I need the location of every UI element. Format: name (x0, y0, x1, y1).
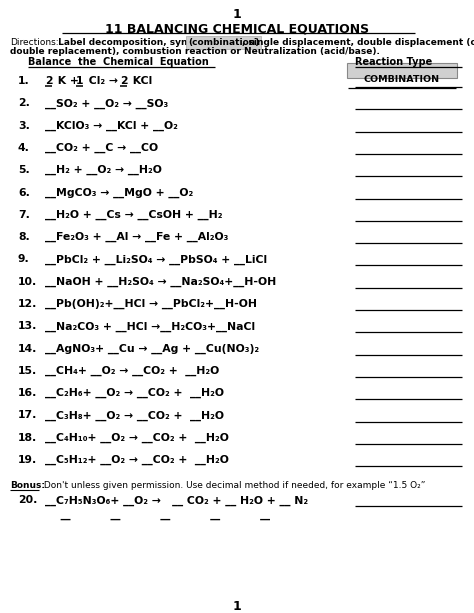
Text: __C₇H₅N₃O₆+ __O₂ →   __ CO₂ + __ H₂O + __ N₂: __C₇H₅N₃O₆+ __O₂ → __ CO₂ + __ H₂O + __ … (45, 495, 308, 506)
Text: K +: K + (54, 76, 82, 86)
Text: Directions:: Directions: (10, 38, 59, 47)
Text: __MgCO₃ → __MgO + __O₂: __MgCO₃ → __MgO + __O₂ (45, 188, 193, 198)
Text: —          —          —          —          —: — — — — — (60, 516, 271, 525)
Text: __SO₂ + __O₂ → __SO₃: __SO₂ + __O₂ → __SO₃ (45, 98, 168, 109)
Text: 17.: 17. (18, 411, 37, 421)
Text: 13.: 13. (18, 321, 37, 331)
Text: , single displacement, double displacement (or: , single displacement, double displaceme… (242, 38, 474, 47)
Text: __NaOH + __H₂SO₄ → __Na₂SO₄+__H-OH: __NaOH + __H₂SO₄ → __Na₂SO₄+__H-OH (45, 276, 276, 287)
Text: __Fe₂O₃ + __Al → __Fe + __Al₂O₃: __Fe₂O₃ + __Al → __Fe + __Al₂O₃ (45, 232, 228, 242)
Text: 7.: 7. (18, 210, 30, 220)
Text: 10.: 10. (18, 276, 37, 287)
FancyBboxPatch shape (347, 63, 457, 78)
Text: Label decomposition, synthesis: Label decomposition, synthesis (55, 38, 221, 47)
Text: 20.: 20. (18, 495, 37, 505)
Text: Balance  the  Chemical  Equation: Balance the Chemical Equation (28, 57, 209, 67)
Text: 9.: 9. (18, 254, 30, 264)
Text: __CO₂ + __C → __CO: __CO₂ + __C → __CO (45, 143, 158, 153)
Text: 2: 2 (45, 76, 53, 86)
Text: 3.: 3. (18, 121, 30, 131)
Text: 2.: 2. (18, 98, 30, 109)
Text: 1: 1 (233, 8, 241, 21)
Text: double replacement), combustion reaction or Neutralization (acid/base).: double replacement), combustion reaction… (10, 47, 380, 56)
Text: __AgNO₃+ __Cu → __Ag + __Cu(NO₃)₂: __AgNO₃+ __Cu → __Ag + __Cu(NO₃)₂ (45, 344, 259, 354)
Text: 8.: 8. (18, 232, 30, 242)
Text: __C₃H₈+ __O₂ → __CO₂ +  __H₂O: __C₃H₈+ __O₂ → __CO₂ + __H₂O (45, 411, 224, 421)
Text: 1: 1 (76, 76, 83, 86)
Text: 18.: 18. (18, 433, 37, 443)
Text: Don't unless given permission. Use decimal method if needed, for example “1.5 O₂: Don't unless given permission. Use decim… (41, 481, 425, 490)
Text: 12.: 12. (18, 299, 37, 309)
Text: __C₂H₆+ __O₂ → __CO₂ +  __H₂O: __C₂H₆+ __O₂ → __CO₂ + __H₂O (45, 388, 224, 398)
Text: 6.: 6. (18, 188, 30, 197)
Text: Bonus:: Bonus: (10, 481, 45, 490)
Text: 16.: 16. (18, 388, 37, 398)
Text: 1.: 1. (18, 76, 30, 86)
Text: __H₂ + __O₂ → __H₂O: __H₂ + __O₂ → __H₂O (45, 165, 162, 175)
Text: __CH₄+ __O₂ → __CO₂ +  __H₂O: __CH₄+ __O₂ → __CO₂ + __H₂O (45, 366, 219, 376)
Text: __KClO₃ → __KCl + __O₂: __KClO₃ → __KCl + __O₂ (45, 121, 178, 131)
Text: COMBINATION: COMBINATION (364, 75, 440, 84)
Text: 2: 2 (120, 76, 128, 86)
Text: __Na₂CO₃ + __HCl →__H₂CO₃+__NaCl: __Na₂CO₃ + __HCl →__H₂CO₃+__NaCl (45, 321, 255, 332)
Text: 11 BALANCING CHEMICAL EQUATIONS: 11 BALANCING CHEMICAL EQUATIONS (105, 22, 369, 35)
Text: __Pb(OH)₂+__HCl → __PbCl₂+__H-OH: __Pb(OH)₂+__HCl → __PbCl₂+__H-OH (45, 299, 257, 310)
Text: 5.: 5. (18, 165, 30, 175)
Text: __PbCl₂ + __Li₂SO₄ → __PbSO₄ + __LiCl: __PbCl₂ + __Li₂SO₄ → __PbSO₄ + __LiCl (45, 254, 267, 265)
Text: __C₄H₁₀+ __O₂ → __CO₂ +  __H₂O: __C₄H₁₀+ __O₂ → __CO₂ + __H₂O (45, 433, 229, 443)
Text: 15.: 15. (18, 366, 37, 376)
Text: __H₂O + __Cs → __CsOH + __H₂: __H₂O + __Cs → __CsOH + __H₂ (45, 210, 222, 220)
Text: 1: 1 (233, 600, 241, 613)
Text: Reaction Type: Reaction Type (355, 57, 432, 67)
Text: KCl: KCl (129, 76, 152, 86)
Text: (combination): (combination) (188, 38, 259, 47)
Text: __C₅H₁₂+ __O₂ → __CO₂ +  __H₂O: __C₅H₁₂+ __O₂ → __CO₂ + __H₂O (45, 455, 229, 465)
Text: 14.: 14. (18, 344, 37, 354)
Text: 4.: 4. (18, 143, 30, 153)
Text: Cl₂ →: Cl₂ → (85, 76, 122, 86)
Text: 19.: 19. (18, 455, 37, 465)
